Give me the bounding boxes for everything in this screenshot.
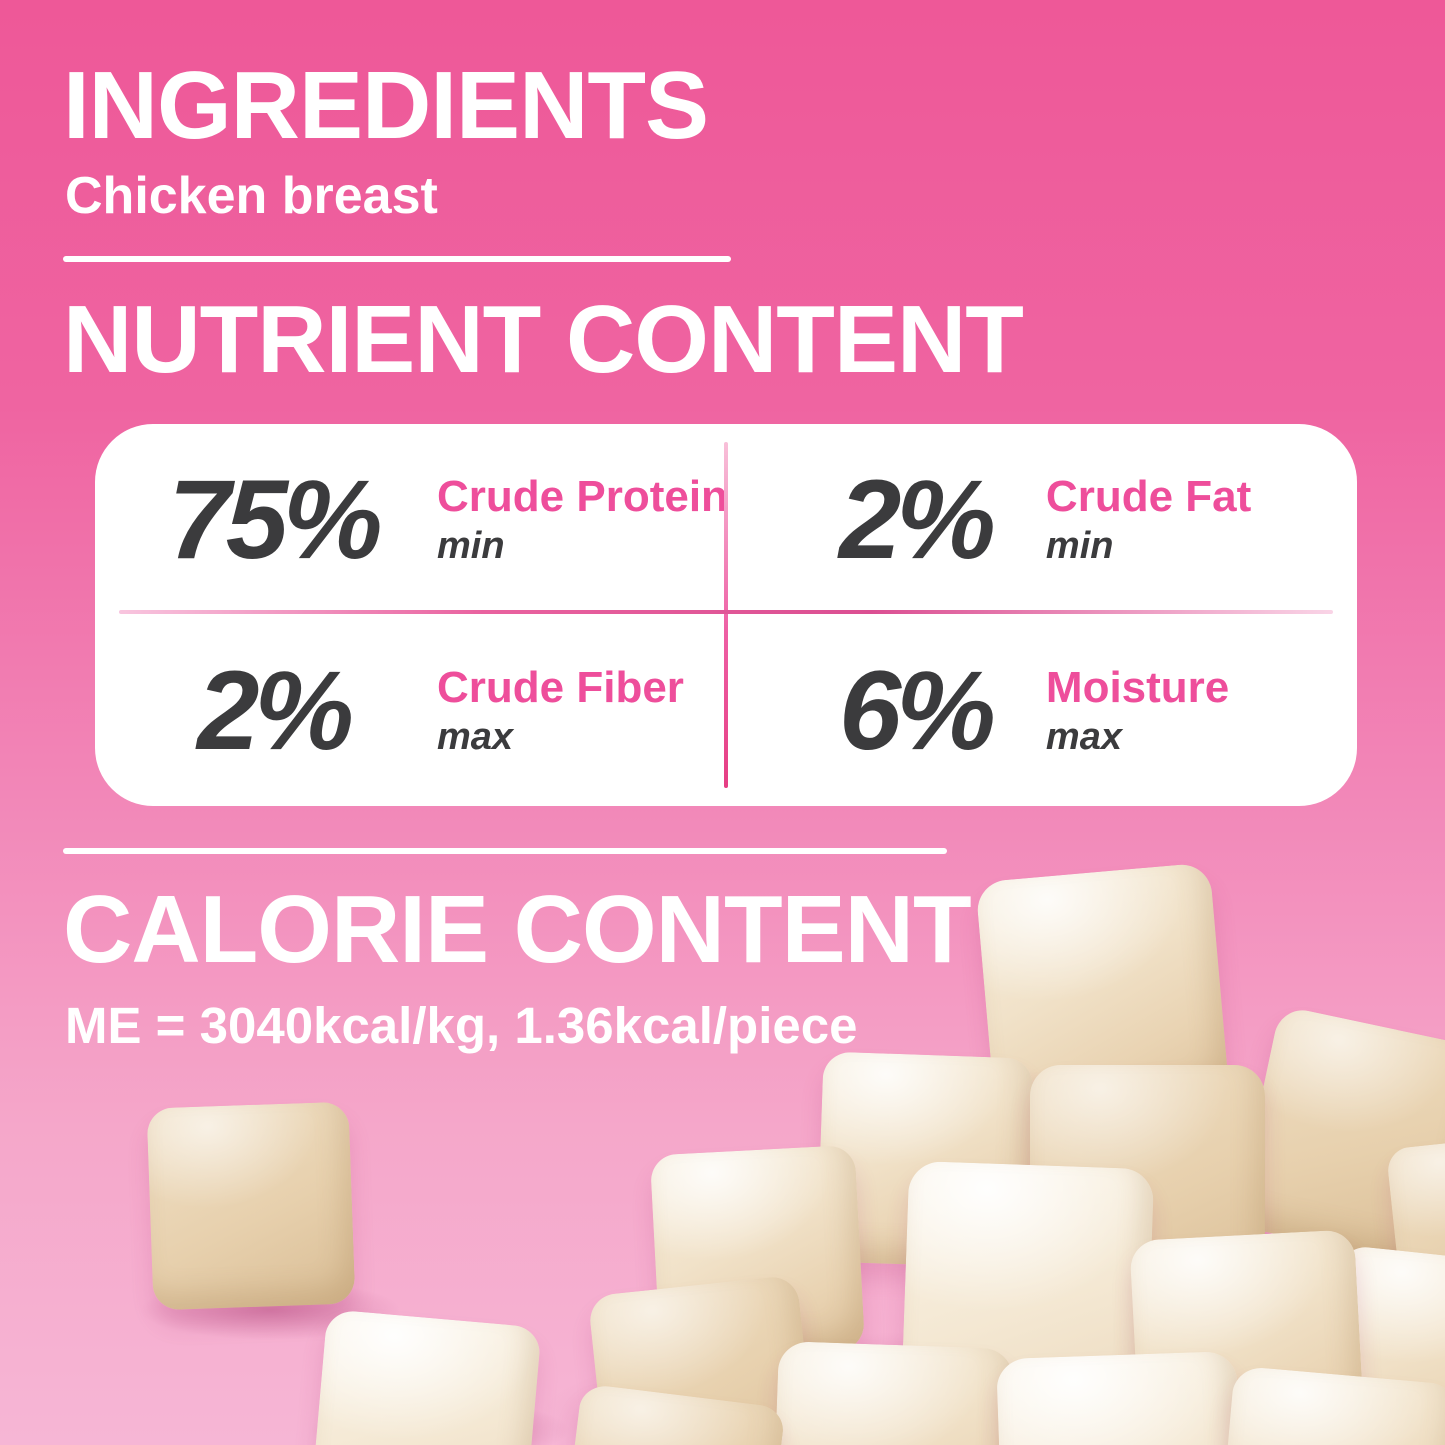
nutrient-cell-crude-protein: 75% Crude Protein min (95, 424, 728, 615)
nutrient-name: Crude Fiber (437, 663, 684, 713)
calorie-title: CALORIE CONTENT (63, 876, 972, 983)
calorie-value: ME = 3040kcal/kg, 1.36kcal/piece (65, 997, 858, 1054)
divider-ingredients (63, 256, 731, 262)
nutrient-cell-crude-fat: 2% Crude Fat min (728, 424, 1357, 615)
card-horizontal-divider (119, 610, 1333, 614)
treat-cube (771, 1340, 1014, 1445)
nutrient-name: Moisture (1045, 663, 1230, 713)
nutrient-qualifier: min (437, 524, 505, 567)
nutrient-value: 2% (838, 456, 996, 582)
nutrient-title: NUTRIENT CONTENT (63, 286, 1024, 393)
nutrient-qualifier: max (437, 715, 514, 758)
nutrient-name: Crude Fat (1045, 472, 1252, 522)
nutrient-name: Crude Protein (437, 472, 728, 522)
nutrient-value: 75% (168, 456, 382, 582)
treat-cube (309, 1309, 542, 1445)
ingredients-value: Chicken breast (65, 167, 438, 225)
nutrient-qualifier: max (1045, 715, 1122, 758)
treat-cube (146, 1101, 356, 1311)
nutrient-cell-crude-fiber: 2% Crude Fiber max (95, 615, 728, 806)
nutrient-card: 75% Crude Protein min 2% Crude Fat min 2… (95, 424, 1357, 806)
nutrient-qualifier: min (1045, 524, 1114, 567)
nutrient-value: 6% (838, 647, 996, 773)
ingredients-title: INGREDIENTS (63, 52, 709, 159)
card-vertical-divider (724, 442, 728, 788)
divider-calorie (63, 848, 947, 854)
nutrient-cell-moisture: 6% Moisture max (728, 615, 1357, 806)
treat-cube (996, 1350, 1244, 1445)
nutrient-value: 2% (197, 647, 354, 773)
